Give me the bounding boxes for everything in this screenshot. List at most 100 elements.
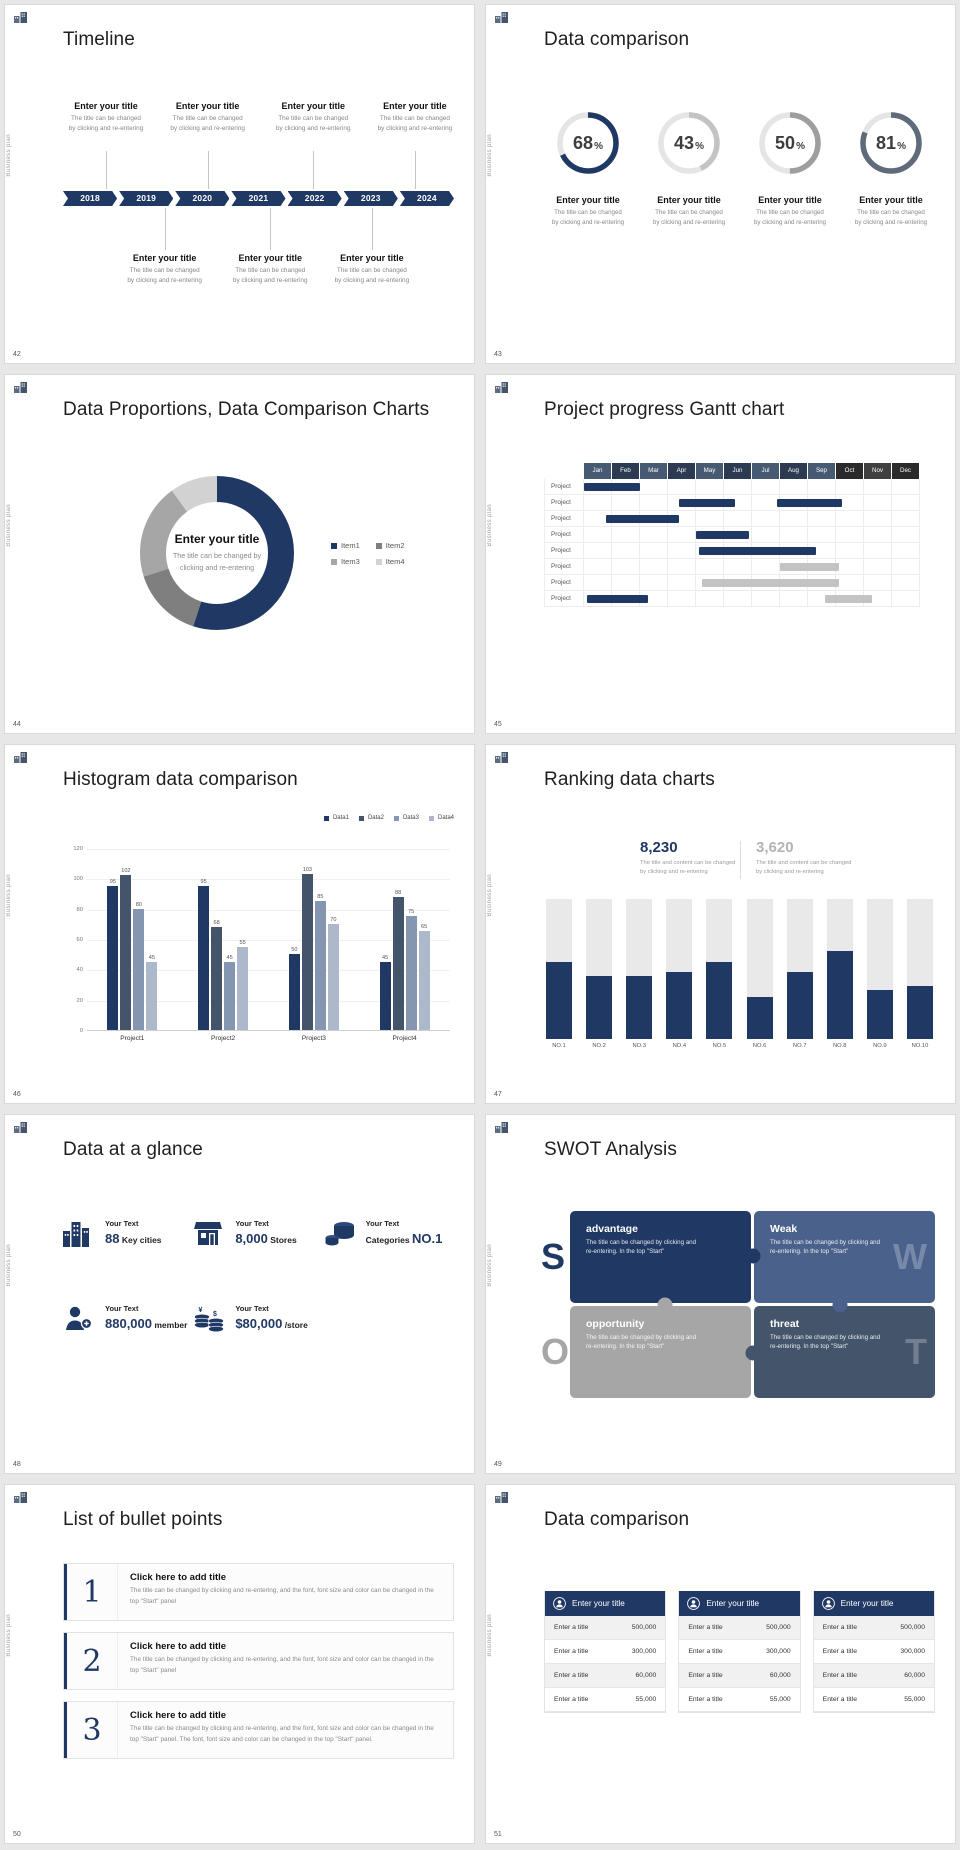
bar-group: 45 88 75 65 [379, 890, 430, 1030]
gantt-grid-cell [864, 559, 892, 575]
row-label: Enter a title [688, 1648, 723, 1655]
stat-value: 880,000 [105, 1316, 152, 1331]
bar-track [826, 899, 853, 1039]
gridline [87, 849, 450, 850]
gantt-grid-cell [696, 511, 724, 527]
gantt-month-cell: Nov [864, 463, 892, 479]
bar [237, 946, 249, 1030]
gantt-bar [780, 563, 839, 571]
bullet-canvas: 1 Click here to add title The title can be… [63, 1563, 454, 1819]
stat-value: 8,000 [235, 1231, 268, 1246]
x-tick-label: Project3 [301, 1035, 326, 1042]
stat-label: Your Text [235, 1304, 269, 1313]
slide-donut-chart[interactable]: Business plan Data Proportions, Data Com… [4, 374, 475, 734]
gantt-grid-cell [864, 575, 892, 591]
bar-value-label: 75 [408, 909, 415, 916]
bar-wrapper: 68 [211, 920, 223, 1030]
timeline-entry-body: by clicking and re-entering [334, 277, 410, 285]
category-icon [324, 1220, 358, 1247]
gantt-grid-cell [668, 527, 696, 543]
gantt-row-label: Project [544, 495, 584, 511]
gantt-header-row: Jan Feb Mar Apr May Jun Jul Aug Sep Oct Nov Dec [544, 463, 921, 479]
gantt-grid-cell [752, 559, 780, 575]
gantt-grid-cell [808, 479, 836, 495]
stat-grid: Your Text 88 Key cities Your Text 8,000 Sto… [63, 1219, 454, 1333]
bar-value-label: 95 [200, 878, 207, 885]
slide-data-comparison-gauges[interactable]: Business plan Data comparison 68% Enter y… [485, 4, 956, 364]
bar-track [666, 899, 693, 1039]
gantt-grid-cell [808, 511, 836, 527]
slide-timeline[interactable]: Business plan Timeline Enter your title T… [4, 4, 475, 364]
svg-text:¥: ¥ [199, 1307, 203, 1314]
row-value: 60,000 [904, 1672, 925, 1679]
table-row: Enter a title 55,000 [813, 1688, 934, 1712]
bar-value-label: 70 [330, 916, 337, 923]
gridline [87, 879, 450, 881]
bar-group: 50 103 85 70 [288, 867, 339, 1030]
bullet-item: 3 Click here to add title The title can be… [63, 1701, 454, 1759]
table-row: Enter a title 500,000 [545, 1616, 666, 1640]
slide-data-tables[interactable]: Business plan Data comparison Enter your… [485, 1484, 956, 1844]
slide-number: 44 [13, 721, 21, 728]
y-tick-label: 60 [76, 937, 83, 943]
ranking-column: NO.7 [786, 899, 813, 1049]
stat-item: ¥ $ Your Text $80,000 /store [193, 1304, 323, 1333]
gantt-grid-cell [864, 591, 892, 607]
person-icon [821, 1597, 835, 1610]
gantt-grid-cell [696, 559, 724, 575]
gantt-grid-cell [836, 511, 864, 527]
gantt-grid-cell [584, 543, 612, 559]
slide-bullet-list[interactable]: Business plan List of bullet points 1 Cli… [4, 1484, 475, 1844]
bar-track [706, 899, 733, 1039]
gantt-grid-cell [612, 495, 640, 511]
gantt-grid-cell [780, 479, 808, 495]
donut-caption: clicking and re-entering [179, 563, 255, 572]
bar-value-label: 80 [135, 901, 142, 908]
bar-wrapper: 88 [392, 890, 404, 1030]
timeline-year: 2019 [119, 191, 173, 206]
timeline-entry-body: The title can be changed [235, 267, 306, 274]
gantt-month-cell: Dec [892, 463, 920, 479]
building-logo-icon [495, 1122, 508, 1133]
gauge-caption: by clicking and re-entering [753, 218, 827, 226]
gantt-grid-cell [724, 511, 752, 527]
bar-fill [626, 976, 653, 1039]
gauge-canvas: 68% Enter your title The title can be chan… [544, 75, 935, 339]
timeline-entry-body: by clicking and re-entering [377, 125, 453, 133]
vertical-label: Business plan [6, 1613, 12, 1657]
gantt-grid-cell [640, 543, 668, 559]
bar [133, 908, 145, 1030]
bar-track [746, 899, 773, 1039]
x-tick-label: NO.1 [552, 1043, 566, 1049]
bar-fill [666, 971, 693, 1039]
ranking-column: NO.9 [866, 899, 893, 1049]
slide-histogram[interactable]: Business plan Histogram data comparison … [4, 744, 475, 1104]
data-table: Enter your title Enter a title 500,000 Ente… [678, 1591, 801, 1713]
bar-track [906, 899, 933, 1039]
gantt-grid-cell [892, 495, 920, 511]
gauge-value: 68% [556, 111, 620, 175]
gauge-caption: by clicking and re-entering [854, 218, 928, 226]
bar-value-label: 65 [421, 924, 428, 931]
gauge-title: Enter your title [657, 195, 721, 205]
slide-data-glance[interactable]: Business plan Data at a glance Your Text… [4, 1114, 475, 1474]
bullet-item: 1 Click here to add title The title can be… [63, 1563, 454, 1621]
gantt-month-cell: Aug [780, 463, 808, 479]
slide-ranking[interactable]: Business plan Ranking data charts 8,230 T… [485, 744, 956, 1104]
bar-fill [746, 997, 773, 1039]
bar [327, 923, 339, 1030]
gauge-title: Enter your title [758, 195, 822, 205]
gantt-grid-cell [640, 575, 668, 591]
timeline-entry-body: The title can be changed [336, 267, 407, 274]
x-axis-labels: Project1 Project2 Project3 Project4 [87, 1035, 450, 1042]
gauge-caption: The title can be changed [554, 209, 622, 216]
gantt-grid-cell [724, 559, 752, 575]
legend-item: Data4 [428, 815, 454, 821]
person-icon [687, 1597, 701, 1610]
x-tick-label: Project4 [392, 1035, 417, 1042]
stat-item: Your Text Categories NO.1 [324, 1219, 454, 1248]
slide-gantt[interactable]: Business plan Project progress Gantt cha… [485, 374, 956, 734]
